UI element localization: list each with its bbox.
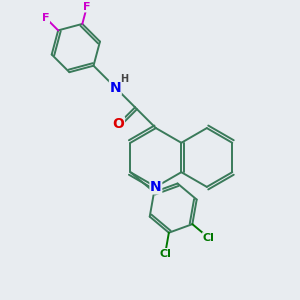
- Text: H: H: [120, 74, 128, 84]
- Text: O: O: [112, 117, 124, 131]
- Text: N: N: [110, 81, 121, 94]
- Text: Cl: Cl: [202, 233, 214, 243]
- Text: N: N: [150, 180, 162, 194]
- Text: F: F: [83, 2, 91, 12]
- Text: Cl: Cl: [159, 249, 171, 259]
- Text: F: F: [42, 13, 50, 23]
